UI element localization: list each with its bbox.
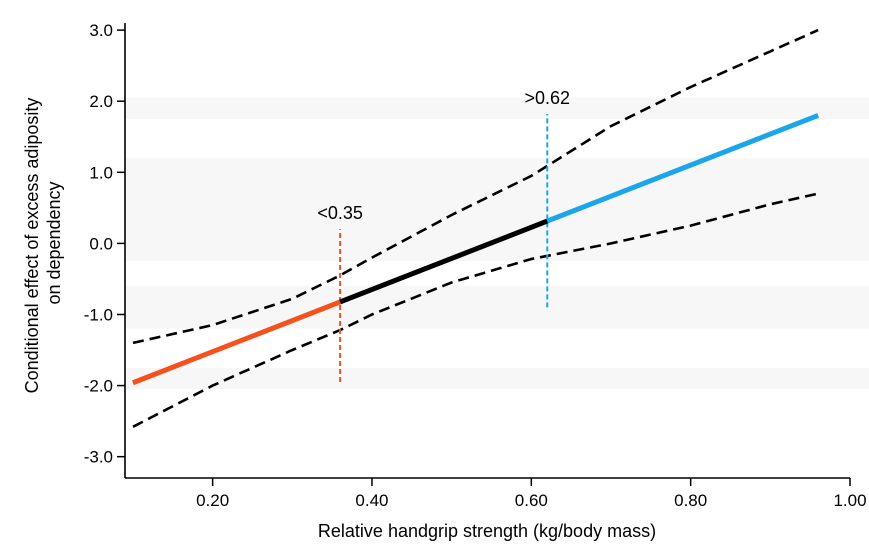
background-band <box>125 158 869 262</box>
background-band <box>125 97 869 119</box>
y-tick-label: 3.0 <box>89 21 113 40</box>
effect-segment <box>132 299 342 386</box>
background-band <box>125 286 869 329</box>
effect-line <box>132 113 820 386</box>
axes <box>124 23 850 479</box>
x-tick-label: 0.60 <box>515 491 548 510</box>
effect-segment <box>546 113 820 224</box>
x-tick-label: 0.20 <box>196 491 229 510</box>
y-axis-label: Conditional effect of excess adiposity o… <box>22 93 64 394</box>
confidence-bands <box>132 28 819 428</box>
x-axis-label: Relative handgrip strength (kg/body mass… <box>318 521 656 541</box>
y-tick-label: -1.0 <box>84 305 113 324</box>
background-bands <box>125 97 869 390</box>
y-tick-label: -3.0 <box>84 448 113 467</box>
y-axis-label-line-2: on dependency <box>44 181 64 304</box>
threshold-label: >0.62 <box>524 88 570 108</box>
y-tick-label: 0.0 <box>89 234 113 253</box>
y-ticks: 3.0 2.0 1.0 0.0 -1.0 -2.0 -3.0 <box>84 21 125 467</box>
y-axis-label-line-1: Conditional effect of excess adiposity <box>22 98 42 394</box>
x-tick-label: 0.80 <box>674 491 707 510</box>
lower-ci-line <box>132 192 819 428</box>
x-tick-label: 1.00 <box>833 491 866 510</box>
y-tick-label: 1.0 <box>89 163 113 182</box>
threshold-lines: <0.35 >0.62 <box>317 88 570 383</box>
effect-segment <box>339 218 549 305</box>
background-band <box>125 367 869 390</box>
y-tick-label: 2.0 <box>89 92 113 111</box>
upper-ci-line <box>132 28 819 345</box>
x-tick-label: 0.40 <box>355 491 388 510</box>
x-ticks: 0.20 0.40 0.60 0.80 1.00 <box>196 478 867 510</box>
y-tick-label: -2.0 <box>84 377 113 396</box>
threshold-label: <0.35 <box>317 203 363 223</box>
